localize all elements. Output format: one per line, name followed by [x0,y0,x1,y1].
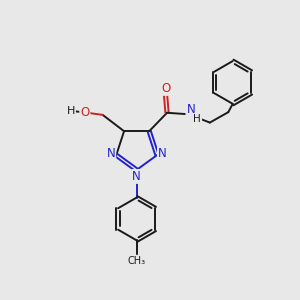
Text: CH₃: CH₃ [128,256,146,266]
Text: O: O [161,82,170,95]
Text: N: N [158,147,167,160]
Text: N: N [132,170,141,183]
Text: N: N [186,103,195,116]
Text: O: O [80,106,89,119]
Text: H: H [194,114,201,124]
Text: N: N [106,147,115,160]
Text: H: H [67,106,75,116]
